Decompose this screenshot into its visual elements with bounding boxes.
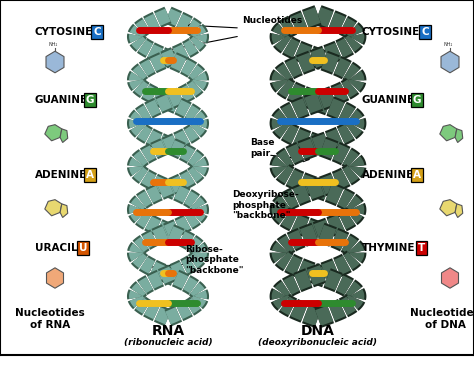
Text: NH₂: NH₂	[443, 42, 453, 47]
Text: CYTOSINE: CYTOSINE	[362, 27, 420, 37]
Polygon shape	[46, 268, 64, 288]
Text: (ribonucleic acid): (ribonucleic acid)	[124, 338, 212, 347]
Text: A: A	[413, 170, 421, 180]
Polygon shape	[440, 200, 457, 216]
Text: ADENINE: ADENINE	[362, 170, 414, 180]
Text: C: C	[93, 27, 101, 37]
Text: Deoxyribose-
phosphate
"backbone": Deoxyribose- phosphate "backbone"	[232, 190, 299, 220]
Text: Nucleotides: Nucleotides	[242, 16, 302, 25]
Text: GUANINE: GUANINE	[362, 95, 415, 105]
Text: CYTOSINE: CYTOSINE	[35, 27, 93, 37]
Polygon shape	[455, 204, 463, 218]
Text: URACIL: URACIL	[35, 243, 78, 253]
Polygon shape	[60, 204, 68, 218]
Polygon shape	[441, 51, 459, 73]
Polygon shape	[440, 125, 457, 141]
Text: RNA: RNA	[151, 324, 184, 338]
Text: (deoxyribonucleic acid): (deoxyribonucleic acid)	[258, 338, 377, 347]
Polygon shape	[455, 129, 463, 143]
Text: C: C	[421, 27, 429, 37]
Polygon shape	[45, 200, 62, 216]
Text: GUANINE: GUANINE	[35, 95, 88, 105]
Text: G: G	[86, 95, 94, 105]
Text: DNA: DNA	[301, 324, 335, 338]
Text: Ribose-
phosphate
"backbone": Ribose- phosphate "backbone"	[185, 245, 244, 275]
Text: Nucleotides
of DNA: Nucleotides of DNA	[410, 308, 474, 330]
Text: U: U	[79, 243, 87, 253]
Polygon shape	[441, 268, 458, 288]
Text: NH₂: NH₂	[48, 42, 58, 47]
Text: Base
pair: Base pair	[250, 138, 274, 158]
Text: T: T	[419, 243, 426, 253]
Text: A: A	[86, 170, 94, 180]
Text: THYMINE: THYMINE	[362, 243, 416, 253]
Polygon shape	[45, 125, 62, 141]
Text: G: G	[413, 95, 421, 105]
Text: ADENINE: ADENINE	[35, 170, 87, 180]
Text: Nucleotides
of RNA: Nucleotides of RNA	[15, 308, 85, 330]
Polygon shape	[60, 129, 68, 143]
Polygon shape	[46, 51, 64, 73]
